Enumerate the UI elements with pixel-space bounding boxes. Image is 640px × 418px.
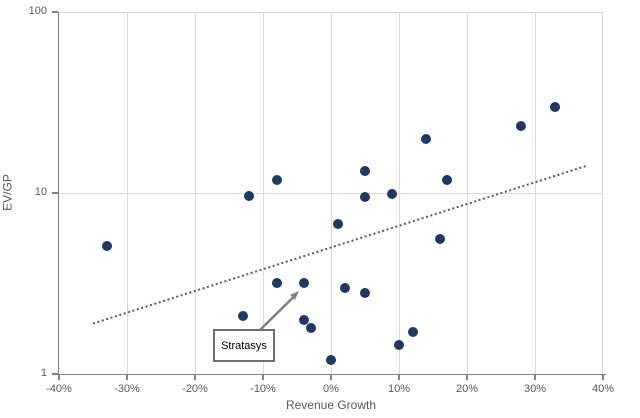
data-point bbox=[394, 339, 404, 350]
x-axis-tick bbox=[398, 374, 400, 380]
data-point bbox=[237, 310, 248, 321]
y-axis-tick bbox=[52, 192, 58, 194]
data-point bbox=[550, 101, 561, 112]
y-tick-label: 100 bbox=[28, 5, 47, 17]
data-point bbox=[441, 174, 452, 185]
data-point bbox=[360, 288, 370, 299]
x-axis-tick bbox=[330, 374, 332, 380]
data-point bbox=[271, 174, 282, 185]
data-point bbox=[339, 282, 350, 293]
x-axis-line bbox=[53, 373, 606, 375]
annotation-box: Stratasys bbox=[213, 329, 275, 362]
gridline-horizontal bbox=[59, 192, 603, 194]
data-point bbox=[516, 120, 527, 131]
x-axis-tick bbox=[466, 374, 468, 380]
y-axis-tick bbox=[52, 11, 58, 13]
x-axis-tick bbox=[602, 374, 604, 380]
x-axis-tick bbox=[194, 374, 196, 380]
x-tick-label: -20% bbox=[182, 383, 208, 395]
annotation-label: Stratasys bbox=[221, 339, 267, 352]
x-tick-label: 40% bbox=[591, 383, 615, 395]
x-tick-label: 0% bbox=[323, 383, 339, 395]
data-point bbox=[387, 188, 398, 199]
x-tick-label: 30% bbox=[523, 383, 547, 395]
x-axis-tick bbox=[534, 374, 536, 380]
y-axis-title: EV/GP bbox=[0, 174, 15, 211]
x-axis-tick bbox=[58, 374, 60, 380]
x-tick-label: -40% bbox=[46, 383, 72, 395]
data-point bbox=[298, 277, 309, 288]
x-axis-tick bbox=[262, 374, 264, 380]
data-point bbox=[407, 327, 418, 338]
x-tick-label: -30% bbox=[114, 383, 140, 395]
data-point bbox=[101, 240, 112, 251]
y-axis-tick bbox=[52, 373, 58, 375]
data-point bbox=[434, 233, 445, 244]
data-point bbox=[326, 354, 336, 365]
y-tick-label: 10 bbox=[34, 186, 47, 198]
y-axis-line bbox=[57, 12, 59, 375]
data-point bbox=[421, 133, 432, 144]
data-point bbox=[305, 322, 316, 333]
y-tick-label: 1 bbox=[40, 367, 47, 379]
x-axis-title: Revenue Growth bbox=[285, 398, 377, 412]
x-tick-label: 10% bbox=[387, 383, 411, 395]
x-tick-label: 20% bbox=[455, 383, 479, 395]
x-axis-tick bbox=[126, 374, 128, 380]
data-point bbox=[271, 277, 282, 288]
x-tick-label: -10% bbox=[250, 383, 276, 395]
data-point bbox=[360, 192, 370, 203]
